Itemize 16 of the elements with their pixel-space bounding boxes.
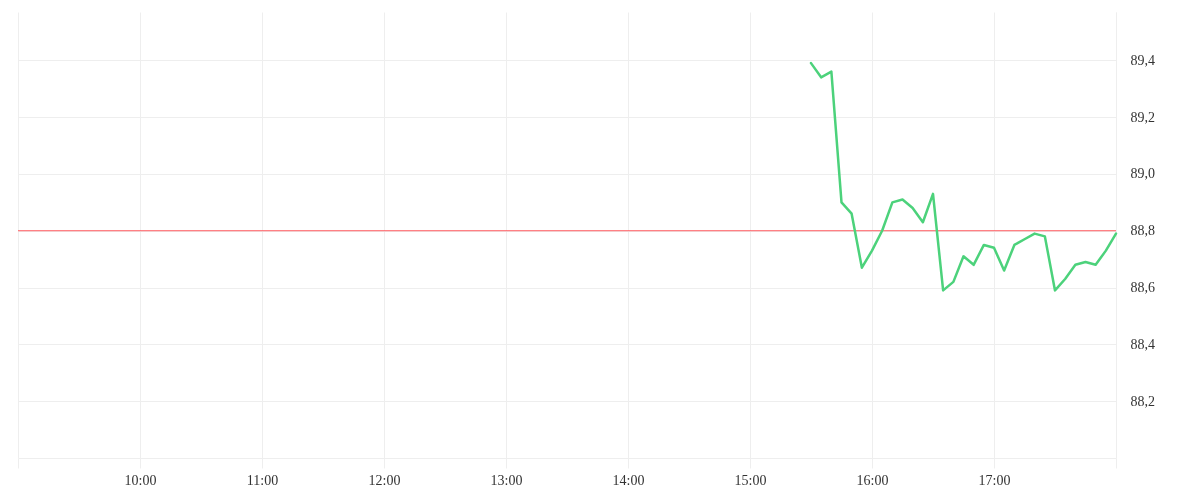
y-tick-label: 88,4 [1130, 336, 1155, 352]
y-tick-label: 89,0 [1130, 166, 1155, 182]
x-tick-label: 12:00 [368, 472, 401, 488]
y-tick-label: 88,2 [1130, 393, 1155, 409]
x-tick-label: 17:00 [978, 472, 1011, 488]
y-tick-label: 88,6 [1130, 280, 1155, 296]
x-tick-label: 10:00 [124, 472, 157, 488]
y-tick-label: 89,4 [1130, 52, 1155, 68]
x-tick-label: 11:00 [246, 472, 279, 488]
x-tick-label: 15:00 [734, 472, 767, 488]
x-tick-label: 16:00 [856, 472, 889, 488]
y-tick-label: 88,8 [1130, 223, 1155, 239]
line-series [809, 61, 1118, 292]
x-tick-label: 13:00 [490, 472, 523, 488]
y-tick-label: 89,2 [1130, 109, 1155, 125]
x-tick-label: 14:00 [612, 472, 645, 488]
